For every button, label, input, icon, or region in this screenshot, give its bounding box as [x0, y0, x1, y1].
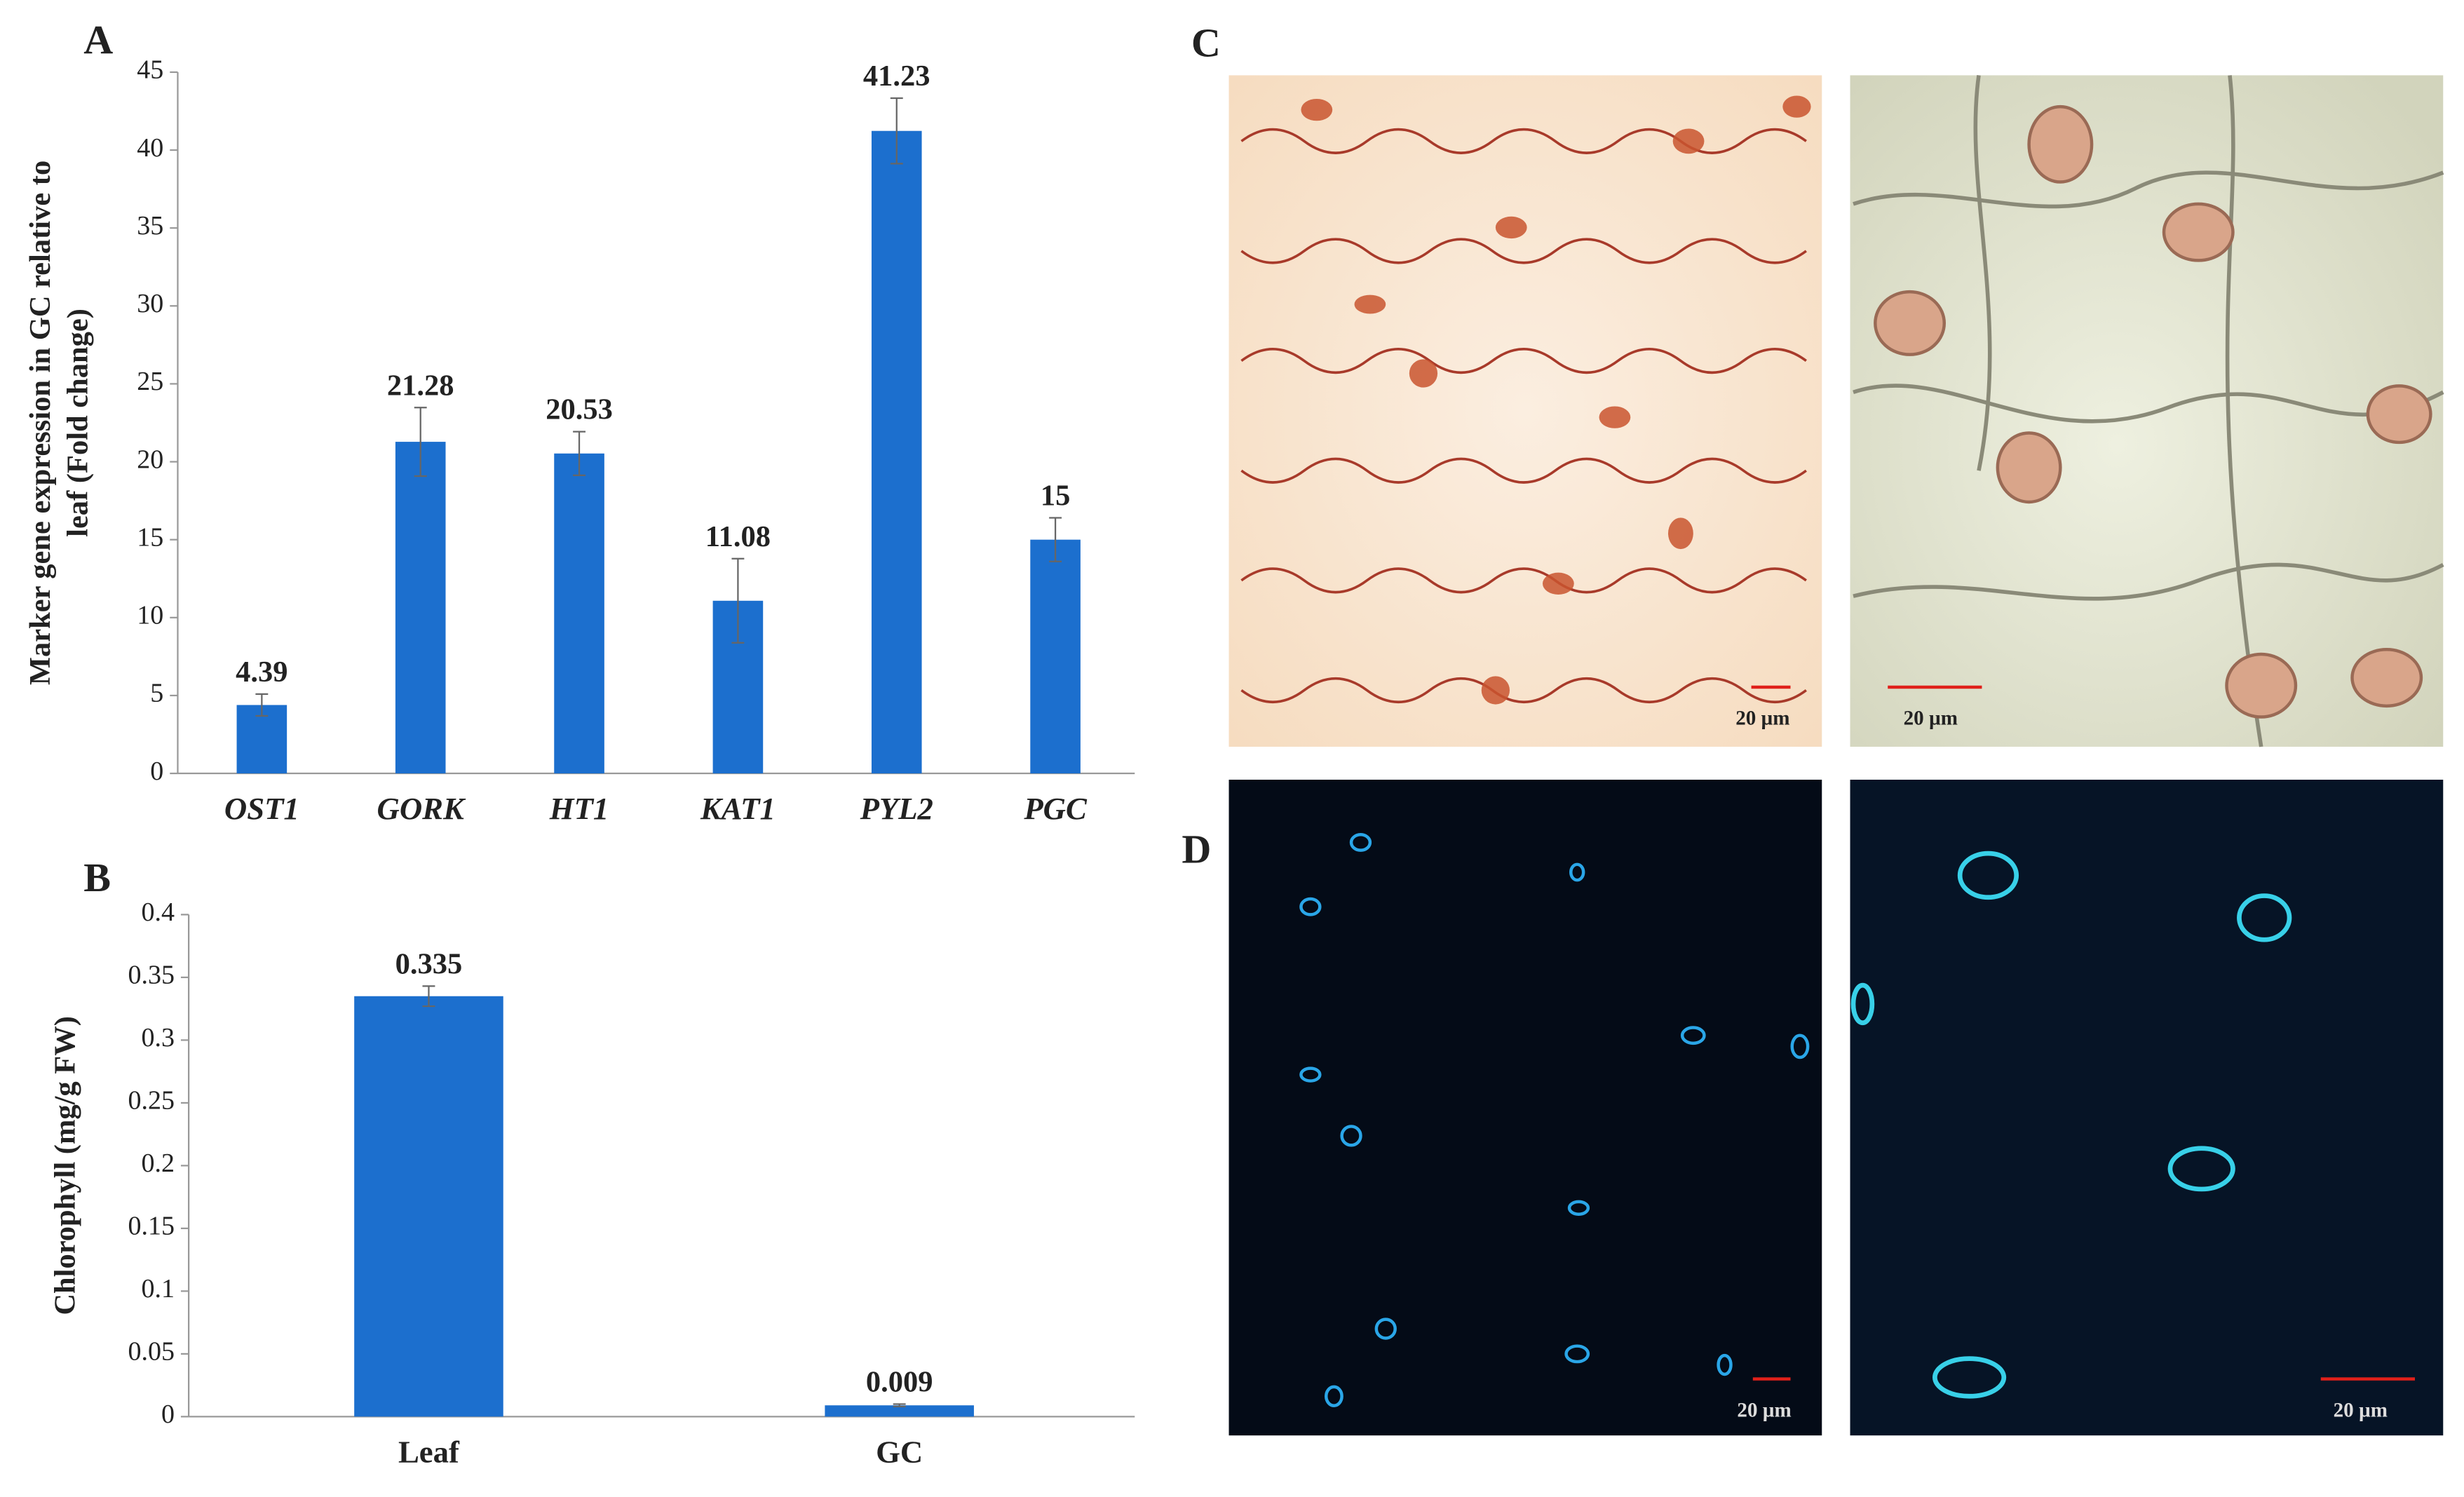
y-tick-label: 0.1: [141, 1274, 175, 1303]
stomata: [1874, 104, 2432, 719]
value-label: 0.009: [866, 1366, 933, 1399]
y-tick-label: 0: [161, 1400, 175, 1429]
panel-label: C: [1191, 20, 1221, 66]
value-label: 0.335: [395, 948, 463, 981]
bar: [554, 453, 604, 774]
error-bar: [893, 1403, 906, 1408]
y-tick-label: 25: [137, 367, 163, 396]
panel-label: D: [1182, 827, 1211, 872]
micrograph-c-left: [1228, 75, 1822, 747]
y-tick-label: 0.3: [141, 1023, 175, 1052]
y-tick-label: 30: [137, 289, 163, 318]
x-tick-label: Leaf: [398, 1434, 460, 1469]
scale-label: 20 µm: [1735, 707, 1789, 730]
micrograph-d-left: [1228, 779, 1822, 1436]
y-tick-label: 0.35: [128, 961, 175, 990]
error-bar: [414, 407, 427, 477]
error-bar: [422, 985, 435, 1008]
y-tick-label: 0.25: [128, 1086, 175, 1116]
y-tick-label: 0.05: [128, 1337, 175, 1367]
y-axis-label: Marker gene expression in GC relative to: [24, 161, 57, 685]
x-tick-label: HT1: [549, 791, 609, 826]
scale-label: 20 µm: [2334, 1399, 2388, 1421]
scale-label: 20 µm: [1737, 1399, 1791, 1421]
y-tick-label: 15: [137, 522, 163, 552]
x-tick-label: OST1: [224, 791, 299, 826]
x-tick-label: GC: [876, 1434, 923, 1469]
value-label: 21.28: [387, 369, 454, 402]
y-tick-label: 20: [137, 445, 163, 474]
error-bar: [890, 97, 903, 165]
y-tick-label: 40: [137, 133, 163, 163]
y-axis-label: leaf (Fold change): [62, 309, 95, 537]
value-label: 41.23: [863, 60, 930, 93]
y-tick-label: 45: [137, 55, 163, 85]
x-tick-label: GORK: [377, 791, 466, 826]
micrograph-c-right: [1850, 75, 2444, 747]
bar: [395, 442, 446, 774]
stomata: [1299, 833, 1810, 1407]
error-bar: [255, 693, 269, 717]
y-tick-label: 35: [137, 211, 163, 241]
y-tick-label: 10: [137, 601, 163, 630]
y-axis-label: Chlorophyll (mg/g FW): [49, 1016, 82, 1315]
bar: [354, 996, 503, 1417]
cell-walls: [1240, 128, 1807, 703]
panel-label: A: [83, 17, 113, 62]
bar: [825, 1405, 974, 1417]
x-tick-label: KAT1: [700, 791, 776, 826]
x-tick-label: PYL2: [860, 791, 933, 826]
error-bar: [731, 557, 745, 644]
panel-label: B: [83, 855, 111, 900]
y-tick-label: 0.4: [141, 897, 175, 927]
cell-walls: [1853, 75, 2444, 747]
y-tick-label: 0: [150, 757, 163, 786]
value-label: 4.39: [236, 656, 287, 689]
value-label: 15: [1041, 480, 1071, 513]
error-bar: [1049, 517, 1062, 562]
y-tick-label: 0.2: [141, 1149, 175, 1178]
value-label: 20.53: [546, 393, 613, 426]
bar: [871, 130, 922, 774]
error-bar: [573, 431, 586, 476]
micrograph-d-right: [1850, 779, 2444, 1436]
y-tick-label: 0.15: [128, 1212, 175, 1241]
y-tick-label: 5: [150, 679, 163, 708]
stomata: [1301, 95, 1811, 705]
bar: [1030, 539, 1081, 774]
x-tick-label: PGC: [1023, 791, 1088, 826]
stomata: [1850, 851, 2292, 1399]
scale-label: 20 µm: [1904, 707, 1958, 730]
value-label: 11.08: [705, 520, 771, 553]
